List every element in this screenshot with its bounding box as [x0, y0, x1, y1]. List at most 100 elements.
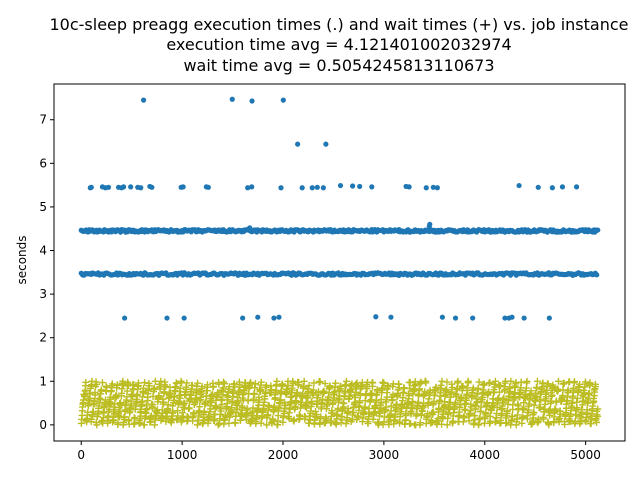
- wait-point: [91, 397, 99, 405]
- wait-point: [321, 380, 329, 388]
- wait-point: [303, 399, 311, 407]
- wait-point: [108, 380, 116, 388]
- wait-point: [190, 409, 198, 417]
- wait-point: [527, 387, 535, 395]
- wait-point: [474, 384, 482, 392]
- execution-point: [595, 227, 601, 233]
- execution-point: [180, 184, 186, 190]
- wait-point: [502, 419, 510, 427]
- y-tick-label: 2: [39, 331, 47, 345]
- wait-point: [219, 391, 227, 399]
- y-axis-label: seconds: [15, 235, 29, 284]
- execution-point: [299, 185, 305, 191]
- execution-point: [249, 184, 255, 190]
- execution-point: [521, 315, 527, 321]
- wait-point: [238, 412, 246, 420]
- wait-point: [374, 387, 382, 395]
- wait-point: [454, 377, 462, 385]
- execution-point: [105, 184, 112, 190]
- execution-point: [426, 223, 432, 230]
- wait-point: [413, 410, 421, 418]
- wait-point: [149, 401, 157, 409]
- x-tick-label: 5000: [570, 448, 601, 462]
- execution-point: [388, 314, 394, 320]
- chart-title-line-2: execution time avg = 4.121401002032974: [166, 35, 511, 54]
- wait-point: [124, 381, 132, 389]
- wait-point: [127, 400, 135, 408]
- wait-point: [197, 396, 205, 404]
- wait-point: [299, 390, 307, 398]
- wait-point: [579, 393, 587, 401]
- wait-point: [111, 406, 119, 414]
- wait-point: [498, 404, 506, 412]
- wait-point: [456, 411, 464, 419]
- wait-point: [426, 388, 434, 396]
- wait-point: [351, 394, 359, 402]
- y-tick-label: 3: [39, 287, 47, 301]
- wait-point: [134, 379, 142, 387]
- wait-point: [554, 377, 562, 385]
- execution-point: [245, 185, 251, 191]
- chart-title-line-1: 10c-sleep preagg execution times (.) and…: [49, 15, 628, 34]
- execution-point: [516, 182, 522, 189]
- wait-point: [269, 416, 277, 424]
- wait-point: [194, 379, 202, 387]
- x-tick-label: 1000: [167, 448, 198, 462]
- execution-point: [546, 315, 552, 321]
- wait-point: [322, 415, 330, 423]
- execution-point: [434, 185, 440, 191]
- wait-point: [217, 407, 225, 415]
- y-tick-label: 1: [39, 374, 47, 388]
- execution-point: [323, 141, 329, 147]
- wait-point: [563, 397, 571, 405]
- wait-point: [168, 409, 176, 417]
- wait-point: [214, 389, 222, 397]
- wait-point: [486, 379, 494, 387]
- y-tick-label: 4: [39, 244, 47, 258]
- execution-point: [373, 314, 379, 320]
- wait-point: [288, 386, 296, 394]
- execution-point: [229, 96, 235, 102]
- wait-point: [228, 404, 236, 412]
- execution-point: [430, 184, 436, 190]
- wait-point: [328, 409, 336, 417]
- wait-point: [548, 391, 556, 399]
- x-tick-label: 4000: [469, 448, 500, 462]
- wait-point: [402, 412, 410, 420]
- wait-point: [573, 394, 581, 402]
- wait-point: [107, 395, 115, 403]
- execution-point: [509, 314, 515, 320]
- execution-point: [423, 185, 429, 191]
- wait-point: [553, 398, 561, 406]
- wait-point: [218, 400, 226, 408]
- execution-point: [406, 184, 412, 190]
- execution-point: [128, 184, 134, 190]
- wait-point: [247, 378, 255, 386]
- wait-point: [82, 386, 90, 394]
- wait-point: [417, 378, 425, 386]
- wait-point: [438, 377, 446, 385]
- wait-point: [537, 396, 545, 404]
- execution-point: [249, 98, 255, 104]
- wait-point: [581, 378, 589, 386]
- wait-point: [203, 381, 211, 389]
- wait-point: [212, 403, 220, 411]
- execution-point: [121, 184, 127, 190]
- wait-point: [495, 388, 503, 396]
- wait-point: [342, 420, 350, 428]
- wait-point: [556, 414, 564, 422]
- wait-point: [460, 414, 468, 422]
- wait-point: [260, 404, 268, 412]
- wait-point: [509, 401, 517, 409]
- wait-point: [523, 377, 531, 385]
- wait-point: [467, 409, 475, 417]
- wait-point: [181, 399, 189, 407]
- wait-point: [214, 421, 222, 429]
- wait-point: [304, 393, 312, 401]
- wait-point: [452, 392, 460, 400]
- wait-point: [549, 383, 557, 391]
- wait-point: [544, 380, 552, 388]
- wait-point: [225, 419, 233, 427]
- execution-point: [205, 184, 211, 190]
- wait-point: [443, 378, 451, 386]
